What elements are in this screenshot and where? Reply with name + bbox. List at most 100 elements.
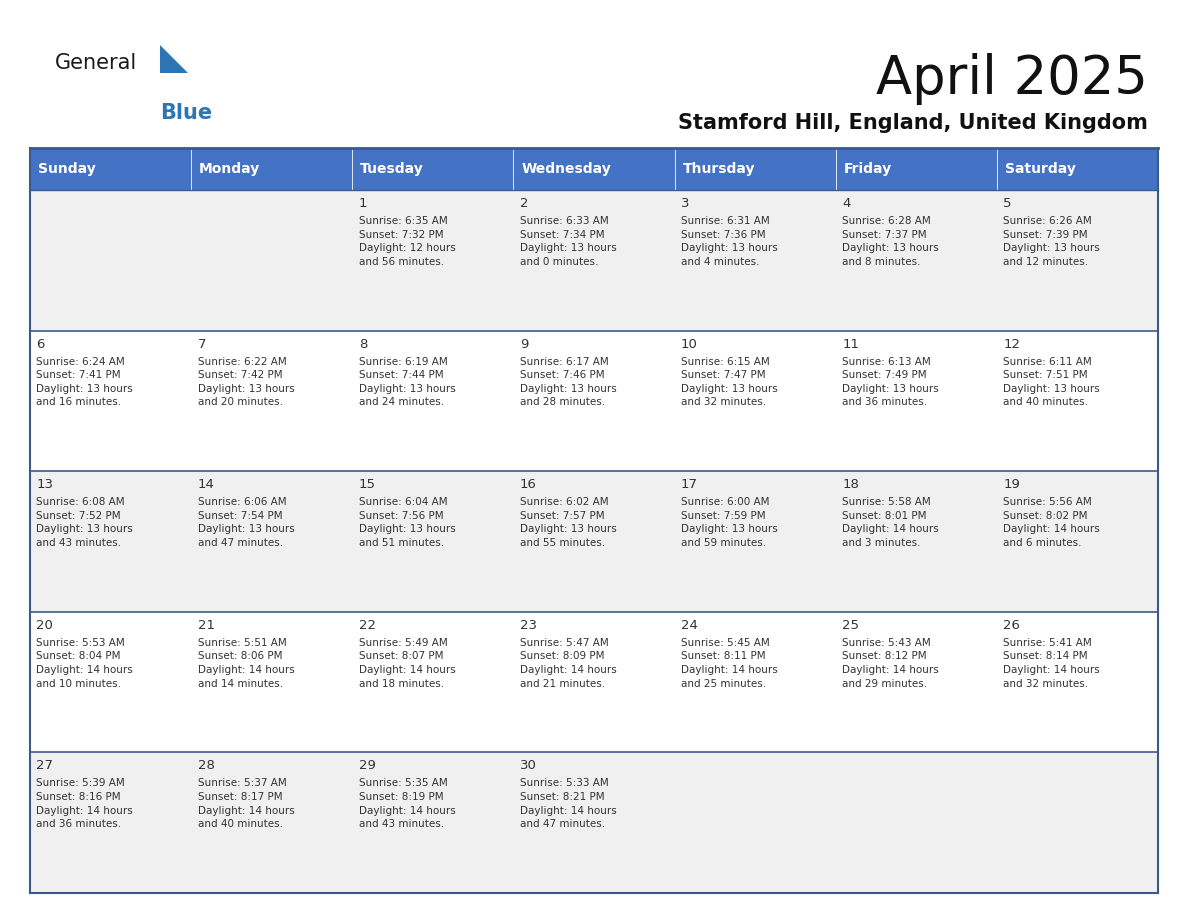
Bar (191, 190, 353, 330)
Text: Sunrise: 6:08 AM
Sunset: 7:52 PM
Daylight: 13 hours
and 43 minutes.: Sunrise: 6:08 AM Sunset: 7:52 PM Dayligh… (37, 498, 133, 548)
Text: Sunrise: 5:43 AM
Sunset: 8:12 PM
Daylight: 14 hours
and 29 minutes.: Sunrise: 5:43 AM Sunset: 8:12 PM Dayligh… (842, 638, 939, 688)
Text: Sunrise: 5:51 AM
Sunset: 8:06 PM
Daylight: 14 hours
and 14 minutes.: Sunrise: 5:51 AM Sunset: 8:06 PM Dayligh… (197, 638, 295, 688)
Bar (353, 190, 513, 330)
Text: Sunday: Sunday (38, 162, 96, 176)
Text: Sunrise: 5:33 AM
Sunset: 8:21 PM
Daylight: 14 hours
and 47 minutes.: Sunrise: 5:33 AM Sunset: 8:21 PM Dayligh… (520, 778, 617, 829)
Text: Wednesday: Wednesday (522, 162, 612, 176)
Text: 10: 10 (681, 338, 697, 351)
Text: 6: 6 (37, 338, 45, 351)
Text: 19: 19 (1004, 478, 1020, 491)
Bar (353, 148, 513, 190)
Text: 29: 29 (359, 759, 375, 772)
Bar (30, 148, 191, 190)
Text: 30: 30 (520, 759, 537, 772)
Bar (513, 190, 675, 330)
Bar (997, 330, 1158, 471)
Text: 22: 22 (359, 619, 375, 632)
Bar (30, 471, 191, 611)
Bar (675, 753, 835, 893)
Text: Sunrise: 5:37 AM
Sunset: 8:17 PM
Daylight: 14 hours
and 40 minutes.: Sunrise: 5:37 AM Sunset: 8:17 PM Dayligh… (197, 778, 295, 829)
Bar (513, 330, 675, 471)
Text: Sunrise: 6:19 AM
Sunset: 7:44 PM
Daylight: 13 hours
and 24 minutes.: Sunrise: 6:19 AM Sunset: 7:44 PM Dayligh… (359, 356, 455, 408)
Text: Sunrise: 6:13 AM
Sunset: 7:49 PM
Daylight: 13 hours
and 36 minutes.: Sunrise: 6:13 AM Sunset: 7:49 PM Dayligh… (842, 356, 939, 408)
Text: Sunrise: 5:47 AM
Sunset: 8:09 PM
Daylight: 14 hours
and 21 minutes.: Sunrise: 5:47 AM Sunset: 8:09 PM Dayligh… (520, 638, 617, 688)
Text: 27: 27 (37, 759, 53, 772)
Text: 4: 4 (842, 197, 851, 210)
Text: Sunrise: 6:31 AM
Sunset: 7:36 PM
Daylight: 13 hours
and 4 minutes.: Sunrise: 6:31 AM Sunset: 7:36 PM Dayligh… (681, 216, 778, 267)
Text: 28: 28 (197, 759, 215, 772)
Text: 11: 11 (842, 338, 859, 351)
Text: Sunrise: 5:49 AM
Sunset: 8:07 PM
Daylight: 14 hours
and 18 minutes.: Sunrise: 5:49 AM Sunset: 8:07 PM Dayligh… (359, 638, 455, 688)
Text: Sunrise: 5:45 AM
Sunset: 8:11 PM
Daylight: 14 hours
and 25 minutes.: Sunrise: 5:45 AM Sunset: 8:11 PM Dayligh… (681, 638, 778, 688)
Text: 3: 3 (681, 197, 689, 210)
Bar (30, 611, 191, 753)
Text: Sunrise: 6:04 AM
Sunset: 7:56 PM
Daylight: 13 hours
and 51 minutes.: Sunrise: 6:04 AM Sunset: 7:56 PM Dayligh… (359, 498, 455, 548)
Text: Stamford Hill, England, United Kingdom: Stamford Hill, England, United Kingdom (678, 113, 1148, 133)
Text: Sunrise: 6:22 AM
Sunset: 7:42 PM
Daylight: 13 hours
and 20 minutes.: Sunrise: 6:22 AM Sunset: 7:42 PM Dayligh… (197, 356, 295, 408)
Text: 15: 15 (359, 478, 375, 491)
Text: April 2025: April 2025 (876, 53, 1148, 105)
Text: 2: 2 (520, 197, 529, 210)
Text: Sunrise: 6:24 AM
Sunset: 7:41 PM
Daylight: 13 hours
and 16 minutes.: Sunrise: 6:24 AM Sunset: 7:41 PM Dayligh… (37, 356, 133, 408)
Text: Thursday: Thursday (683, 162, 756, 176)
Text: Blue: Blue (160, 103, 213, 123)
Bar (353, 611, 513, 753)
Text: 1: 1 (359, 197, 367, 210)
Bar (675, 330, 835, 471)
Bar (997, 148, 1158, 190)
Text: 7: 7 (197, 338, 206, 351)
Text: Sunrise: 6:35 AM
Sunset: 7:32 PM
Daylight: 12 hours
and 56 minutes.: Sunrise: 6:35 AM Sunset: 7:32 PM Dayligh… (359, 216, 455, 267)
Bar (30, 330, 191, 471)
Text: Sunrise: 5:41 AM
Sunset: 8:14 PM
Daylight: 14 hours
and 32 minutes.: Sunrise: 5:41 AM Sunset: 8:14 PM Dayligh… (1004, 638, 1100, 688)
Text: Sunrise: 6:11 AM
Sunset: 7:51 PM
Daylight: 13 hours
and 40 minutes.: Sunrise: 6:11 AM Sunset: 7:51 PM Dayligh… (1004, 356, 1100, 408)
Bar (997, 471, 1158, 611)
Bar (835, 190, 997, 330)
Bar (191, 611, 353, 753)
Text: Sunrise: 5:56 AM
Sunset: 8:02 PM
Daylight: 14 hours
and 6 minutes.: Sunrise: 5:56 AM Sunset: 8:02 PM Dayligh… (1004, 498, 1100, 548)
Text: 12: 12 (1004, 338, 1020, 351)
Text: Sunrise: 6:26 AM
Sunset: 7:39 PM
Daylight: 13 hours
and 12 minutes.: Sunrise: 6:26 AM Sunset: 7:39 PM Dayligh… (1004, 216, 1100, 267)
Text: 18: 18 (842, 478, 859, 491)
Bar (835, 471, 997, 611)
Text: Sunrise: 6:15 AM
Sunset: 7:47 PM
Daylight: 13 hours
and 32 minutes.: Sunrise: 6:15 AM Sunset: 7:47 PM Dayligh… (681, 356, 778, 408)
Bar (30, 753, 191, 893)
Text: 8: 8 (359, 338, 367, 351)
Text: General: General (55, 53, 138, 73)
Text: Sunrise: 5:58 AM
Sunset: 8:01 PM
Daylight: 14 hours
and 3 minutes.: Sunrise: 5:58 AM Sunset: 8:01 PM Dayligh… (842, 498, 939, 548)
Text: Sunrise: 6:00 AM
Sunset: 7:59 PM
Daylight: 13 hours
and 59 minutes.: Sunrise: 6:00 AM Sunset: 7:59 PM Dayligh… (681, 498, 778, 548)
Text: 24: 24 (681, 619, 697, 632)
Bar (675, 190, 835, 330)
Text: 25: 25 (842, 619, 859, 632)
Text: Sunrise: 6:02 AM
Sunset: 7:57 PM
Daylight: 13 hours
and 55 minutes.: Sunrise: 6:02 AM Sunset: 7:57 PM Dayligh… (520, 498, 617, 548)
Text: Sunrise: 5:53 AM
Sunset: 8:04 PM
Daylight: 14 hours
and 10 minutes.: Sunrise: 5:53 AM Sunset: 8:04 PM Dayligh… (37, 638, 133, 688)
Bar (513, 148, 675, 190)
Text: Sunrise: 6:33 AM
Sunset: 7:34 PM
Daylight: 13 hours
and 0 minutes.: Sunrise: 6:33 AM Sunset: 7:34 PM Dayligh… (520, 216, 617, 267)
Text: 9: 9 (520, 338, 529, 351)
Text: Saturday: Saturday (1005, 162, 1076, 176)
Text: Monday: Monday (200, 162, 260, 176)
Text: Sunrise: 5:35 AM
Sunset: 8:19 PM
Daylight: 14 hours
and 43 minutes.: Sunrise: 5:35 AM Sunset: 8:19 PM Dayligh… (359, 778, 455, 829)
Bar (353, 330, 513, 471)
Bar (835, 330, 997, 471)
Bar (675, 148, 835, 190)
Bar (513, 471, 675, 611)
Text: 16: 16 (520, 478, 537, 491)
Bar (997, 753, 1158, 893)
Text: Sunrise: 6:28 AM
Sunset: 7:37 PM
Daylight: 13 hours
and 8 minutes.: Sunrise: 6:28 AM Sunset: 7:37 PM Dayligh… (842, 216, 939, 267)
Text: 13: 13 (37, 478, 53, 491)
Bar (191, 330, 353, 471)
Bar (513, 611, 675, 753)
Text: Tuesday: Tuesday (360, 162, 424, 176)
Polygon shape (160, 45, 188, 73)
Text: 5: 5 (1004, 197, 1012, 210)
Bar (191, 471, 353, 611)
Text: 26: 26 (1004, 619, 1020, 632)
Bar (191, 753, 353, 893)
Text: 23: 23 (520, 619, 537, 632)
Text: 17: 17 (681, 478, 699, 491)
Text: 14: 14 (197, 478, 215, 491)
Bar (675, 471, 835, 611)
Bar (191, 148, 353, 190)
Bar (835, 753, 997, 893)
Bar (353, 753, 513, 893)
